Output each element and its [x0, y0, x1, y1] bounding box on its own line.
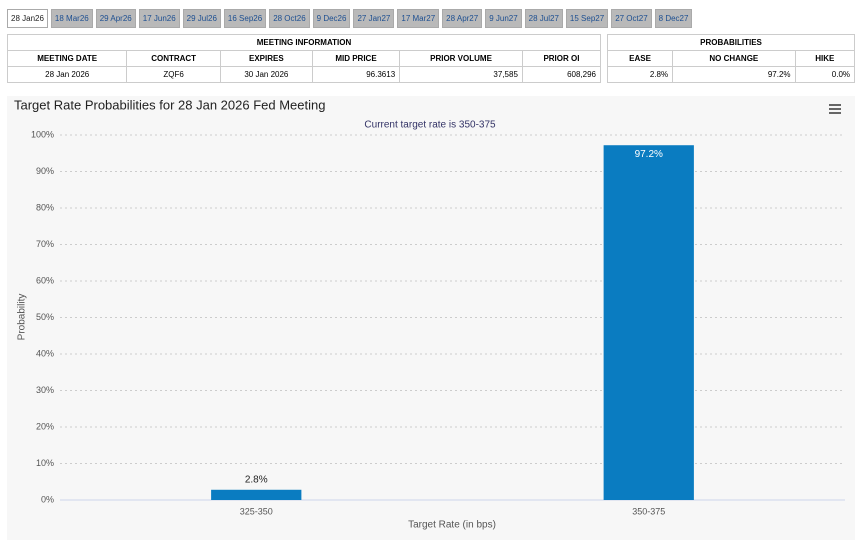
header-row: EASE NO CHANGE HIKE [606, 50, 856, 67]
tab[interactable]: 27 Oct27 [611, 9, 652, 28]
table-title-row: MEETING INFORMATION [7, 34, 601, 51]
column-header: EXPIRES [219, 50, 313, 67]
y-tick-label: 80% [36, 202, 54, 212]
y-axis-title: Probability [17, 294, 28, 341]
probability-table: PROBABILITIES EASE NO CHANGE HIKE 2.8% 97.2% 0… [606, 34, 856, 83]
y-tick-label: 20% [36, 421, 54, 431]
cell: 97.2% [672, 66, 796, 83]
cell: ZQF6 [126, 66, 221, 83]
cell: 37,585 [399, 66, 523, 83]
tab[interactable]: 17 Jun26 [138, 9, 180, 28]
bar [603, 145, 694, 500]
meeting-table: MEETING INFORMATION MEETING DATE CONTRACT E… [6, 34, 602, 83]
tab[interactable]: 28 Oct26 [269, 9, 310, 28]
tab[interactable]: 18 Mar26 [50, 9, 93, 28]
tab[interactable]: 28 Jan26 [7, 9, 48, 28]
chart: Target Rate Probabilities for 28 Jan 202… [7, 96, 855, 540]
bar [211, 489, 302, 500]
cell: 96.3613 [311, 66, 401, 83]
data-row: 28 Jan 2026 ZQF6 30 Jan 2026 96.3613 37,585 6… [6, 66, 602, 83]
header-row: MEETING DATE CONTRACT EXPIRES MID PRICE PRIO… [6, 50, 602, 67]
tab[interactable]: 28 Jul27 [524, 9, 563, 28]
x-tick-label: 325-350 [240, 506, 273, 516]
y-tick-label: 10% [36, 458, 54, 468]
column-header: HIKE [794, 50, 856, 67]
y-tick-label: 90% [36, 166, 54, 176]
y-tick-label: 0% [41, 494, 54, 504]
x-tick-label: 350-375 [632, 506, 665, 516]
tab[interactable]: 27 Jan27 [353, 9, 395, 28]
tab[interactable]: 17 Mar27 [397, 9, 440, 28]
y-tick-label: 100% [31, 129, 54, 139]
column-header: PRIOR VOLUME [399, 50, 523, 67]
column-header: NO CHANGE [672, 50, 796, 67]
chart-title: Target Rate Probabilities for 28 Jan 202… [14, 97, 325, 112]
tab[interactable]: 28 Apr27 [442, 9, 483, 28]
tab[interactable]: 9 Dec26 [312, 9, 351, 28]
column-header: MEETING DATE [6, 50, 128, 67]
data-label: 2.8% [245, 474, 268, 485]
tab-bar: 28 Jan26 18 Mar26 29 Apr26 17 Jun26 29 Jul26… [7, 9, 693, 28]
y-tick-label: 40% [36, 348, 54, 358]
data-row: 2.8% 97.2% 0.0% [606, 66, 856, 83]
chart-subtitle: Current target rate is 350-375 [364, 120, 496, 131]
cell: 30 Jan 2026 [219, 66, 313, 83]
cell: 28 Jan 2026 [6, 66, 128, 83]
column-header: PRIOR OI [521, 50, 602, 67]
y-tick-label: 30% [36, 385, 54, 395]
column-header: MID PRICE [311, 50, 401, 67]
x-axis-title: Target Rate (in bps) [408, 520, 496, 531]
menu-icon[interactable] [829, 104, 841, 114]
cell: 2.8% [606, 66, 674, 83]
tab[interactable]: 8 Dec27 [654, 9, 693, 28]
y-tick-label: 60% [36, 275, 54, 285]
tab[interactable]: 29 Apr26 [95, 9, 136, 28]
table-title-row: PROBABILITIES [607, 34, 855, 51]
column-header: EASE [606, 50, 674, 67]
table-title: PROBABILITIES [607, 34, 855, 51]
tab[interactable]: 9 Jun27 [485, 9, 522, 28]
tab[interactable]: 15 Sep27 [565, 9, 609, 28]
y-tick-label: 50% [36, 312, 54, 322]
y-tick-label: 70% [36, 239, 54, 249]
table-title: MEETING INFORMATION [7, 34, 601, 51]
tab[interactable]: 29 Jul26 [182, 9, 221, 28]
tab[interactable]: 16 Sep26 [223, 9, 267, 28]
cell: 0.0% [794, 66, 856, 83]
column-header: CONTRACT [126, 50, 221, 67]
data-label: 97.2% [635, 149, 663, 160]
cell: 608,296 [521, 66, 602, 83]
